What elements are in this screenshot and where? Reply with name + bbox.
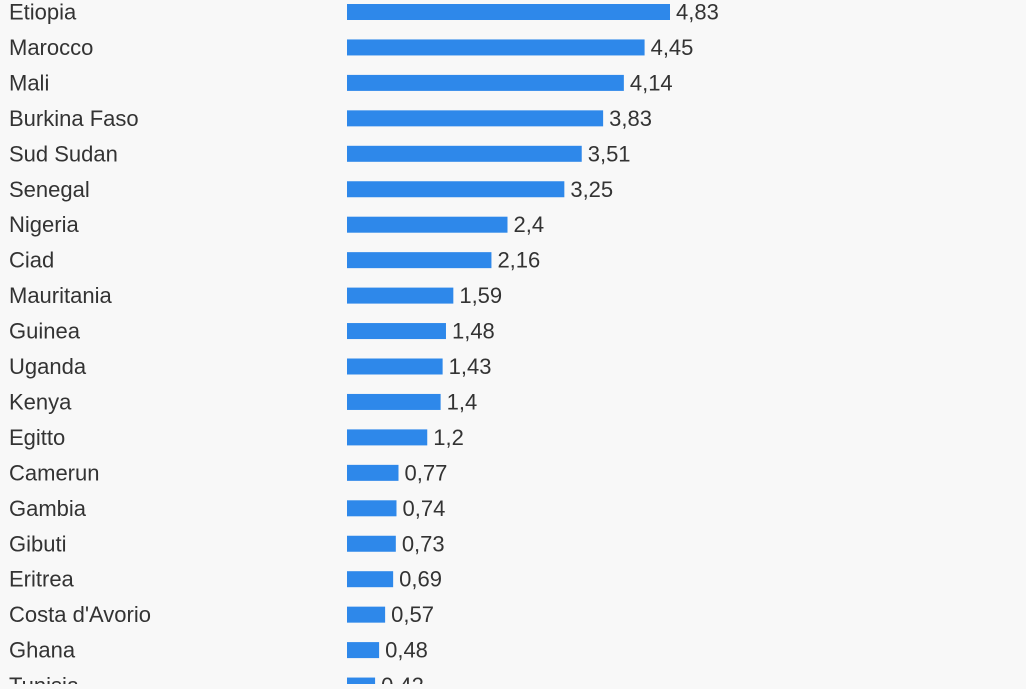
category-label: Gibuti	[9, 531, 66, 556]
value-label: 0,57	[391, 602, 434, 627]
bar	[347, 393, 441, 410]
category-label: Tunisia	[9, 673, 80, 684]
category-label: Etiopia	[9, 0, 77, 25]
value-label: 0,48	[385, 638, 428, 663]
bars	[347, 4, 670, 689]
bar	[347, 181, 565, 198]
category-label: Kenya	[9, 389, 72, 414]
value-label: 1,59	[459, 283, 502, 308]
value-label: 1,48	[452, 319, 495, 344]
value-label: 0,77	[404, 460, 447, 485]
bar	[347, 39, 645, 56]
bar	[347, 74, 624, 91]
category-label: Sud Sudan	[9, 141, 118, 166]
value-label: 3,25	[570, 177, 613, 202]
bar	[347, 252, 492, 269]
bar	[347, 571, 394, 588]
value-label: 1,43	[449, 354, 492, 379]
category-label: Gambia	[9, 496, 87, 521]
category-label: Uganda	[9, 354, 87, 379]
bar	[347, 464, 399, 481]
value-label: 2,4	[513, 212, 544, 237]
bar	[347, 642, 380, 659]
bar	[347, 145, 582, 162]
bar	[347, 358, 443, 375]
value-label: 1,2	[433, 425, 464, 450]
value-label: 2,16	[497, 248, 540, 273]
category-label: Ghana	[9, 638, 76, 663]
value-label: 4,14	[630, 70, 673, 95]
value-label: 3,83	[609, 106, 652, 131]
bar	[347, 4, 670, 20]
bar	[347, 500, 397, 517]
value-label: 0,69	[399, 567, 442, 592]
bar	[347, 323, 446, 340]
bar	[347, 677, 376, 689]
category-label: Camerun	[9, 460, 99, 485]
value-label: 0,73	[402, 531, 445, 556]
value-label: 4,83	[676, 0, 719, 25]
category-label: Eritrea	[9, 567, 75, 592]
bar	[347, 606, 386, 623]
value-label: 0,74	[402, 496, 445, 521]
value-label: 4,45	[651, 35, 694, 60]
value-label: 3,51	[588, 141, 631, 166]
category-label: Burkina Faso	[9, 106, 139, 131]
category-label: Guinea	[9, 319, 81, 344]
category-labels: Etiopia Marocco Mali Burkina Faso Sud Sudan S…	[9, 0, 151, 689]
category-label: Costa d'Avorio	[9, 602, 151, 627]
category-label: Mauritania	[9, 283, 112, 308]
bar	[347, 110, 604, 127]
bar	[347, 535, 396, 552]
bar	[347, 429, 428, 446]
category-label: Ciad	[9, 248, 54, 273]
value-label: 0,42	[381, 673, 424, 684]
bar	[347, 216, 508, 233]
category-label: Nigeria	[9, 212, 79, 237]
bar	[347, 287, 454, 304]
category-label: Mali	[9, 70, 49, 95]
category-label: Egitto	[9, 425, 65, 450]
value-label: 1,4	[447, 389, 478, 414]
category-label: Marocco	[9, 35, 93, 60]
category-label: Senegal	[9, 177, 90, 202]
value-labels: 4,83 4,45 4,14 3,83 3,51 3,25 2,4 2,16 1,59 1,48 1…	[381, 0, 719, 689]
